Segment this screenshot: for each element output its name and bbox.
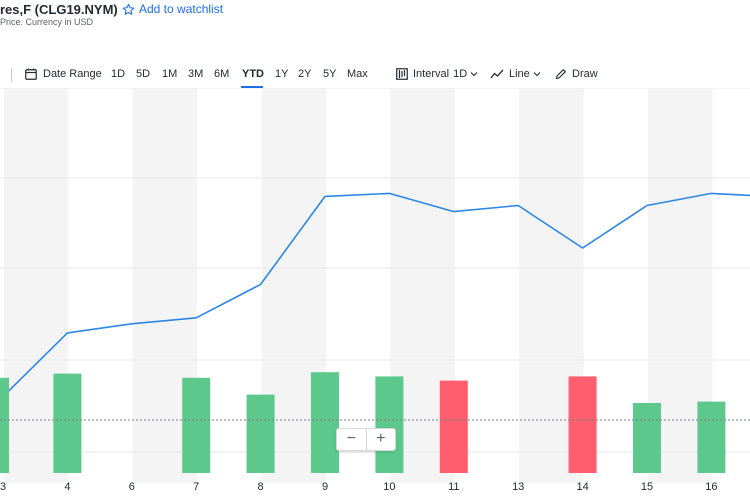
chevron-down-icon bbox=[533, 72, 541, 77]
interval-dropdown[interactable]: Interval 1D bbox=[396, 68, 478, 80]
quote-subtitle: Price. Currency in USD bbox=[0, 17, 94, 27]
chart-toolbar: Date Range 1D 5D 1M 3M 6M YTD 1Y 2Y 5Y M… bbox=[0, 62, 750, 90]
range-5y[interactable]: 5Y bbox=[323, 68, 337, 80]
volume-bar bbox=[246, 394, 275, 473]
range-1d[interactable]: 1D bbox=[111, 68, 126, 80]
x-tick-label: 3 bbox=[0, 481, 6, 493]
add-to-watchlist-button[interactable]: Add to watchlist bbox=[122, 2, 223, 16]
range-1y[interactable]: 1Y bbox=[275, 68, 289, 80]
toolbar-divider bbox=[11, 68, 12, 82]
range-ytd[interactable]: YTD bbox=[242, 68, 264, 80]
volume-bar bbox=[633, 403, 661, 473]
chart-canvas[interactable]: 3 4 6 7 8 9 10 11 13 14 15 16 bbox=[0, 88, 750, 500]
volume-bar bbox=[311, 372, 339, 473]
quote-header: res,F (CLG19.NYM) Add to watchlist Price… bbox=[0, 0, 750, 40]
zoom-out-button[interactable]: − bbox=[346, 430, 356, 447]
range-3m[interactable]: 3M bbox=[188, 68, 204, 80]
volume-bar bbox=[0, 377, 9, 473]
chart-type-dropdown[interactable]: Line bbox=[490, 68, 541, 80]
pencil-icon bbox=[555, 69, 566, 80]
range-max[interactable]: Max bbox=[347, 68, 368, 80]
chart-type-label: Line bbox=[509, 68, 530, 80]
calendar-icon bbox=[25, 68, 37, 80]
x-tick-label: 14 bbox=[576, 481, 588, 493]
x-tick-label: 6 bbox=[129, 481, 135, 493]
price-chart[interactable]: 3 4 6 7 8 9 10 11 13 14 15 16 bbox=[0, 88, 750, 500]
interval-label: Interval bbox=[413, 68, 450, 80]
x-tick-label: 11 bbox=[448, 481, 459, 493]
x-tick-label: 16 bbox=[705, 481, 717, 493]
line-chart-icon bbox=[490, 69, 504, 79]
volume-bar bbox=[568, 376, 597, 473]
quote-title: res,F (CLG19.NYM) bbox=[0, 2, 118, 17]
draw-label: Draw bbox=[572, 68, 598, 80]
interval-value: 1D bbox=[453, 68, 468, 80]
x-tick-label: 9 bbox=[322, 481, 328, 493]
date-range-label: Date Range bbox=[43, 68, 102, 80]
volume-bar bbox=[182, 377, 211, 473]
draw-button[interactable]: Draw bbox=[555, 68, 598, 80]
active-range-indicator bbox=[241, 86, 263, 88]
candlestick-icon bbox=[396, 68, 408, 80]
volume-bar bbox=[697, 401, 726, 473]
zoom-divider bbox=[365, 429, 367, 450]
x-tick-label: 4 bbox=[64, 481, 70, 493]
chevron-down-icon bbox=[470, 72, 478, 77]
star-icon bbox=[122, 3, 135, 15]
price-line bbox=[0, 192, 750, 405]
date-range-button[interactable]: Date Range bbox=[25, 68, 102, 80]
range-6m[interactable]: 6M bbox=[214, 68, 230, 80]
zoom-control: − + bbox=[336, 428, 396, 451]
x-tick-label: 13 bbox=[512, 481, 524, 493]
range-1m[interactable]: 1M bbox=[162, 68, 178, 80]
watchlist-label: Add to watchlist bbox=[139, 2, 224, 16]
x-tick-label: 8 bbox=[258, 481, 264, 493]
x-tick-label: 15 bbox=[641, 481, 653, 493]
volume-bar bbox=[53, 373, 82, 473]
x-tick-label: 10 bbox=[383, 481, 395, 493]
volume-bar bbox=[375, 376, 404, 473]
range-5d[interactable]: 5D bbox=[136, 68, 151, 80]
range-2y[interactable]: 2Y bbox=[298, 68, 312, 80]
volume-bar bbox=[439, 380, 468, 473]
x-tick-label: 7 bbox=[193, 481, 199, 493]
zoom-in-button[interactable]: + bbox=[376, 430, 386, 447]
